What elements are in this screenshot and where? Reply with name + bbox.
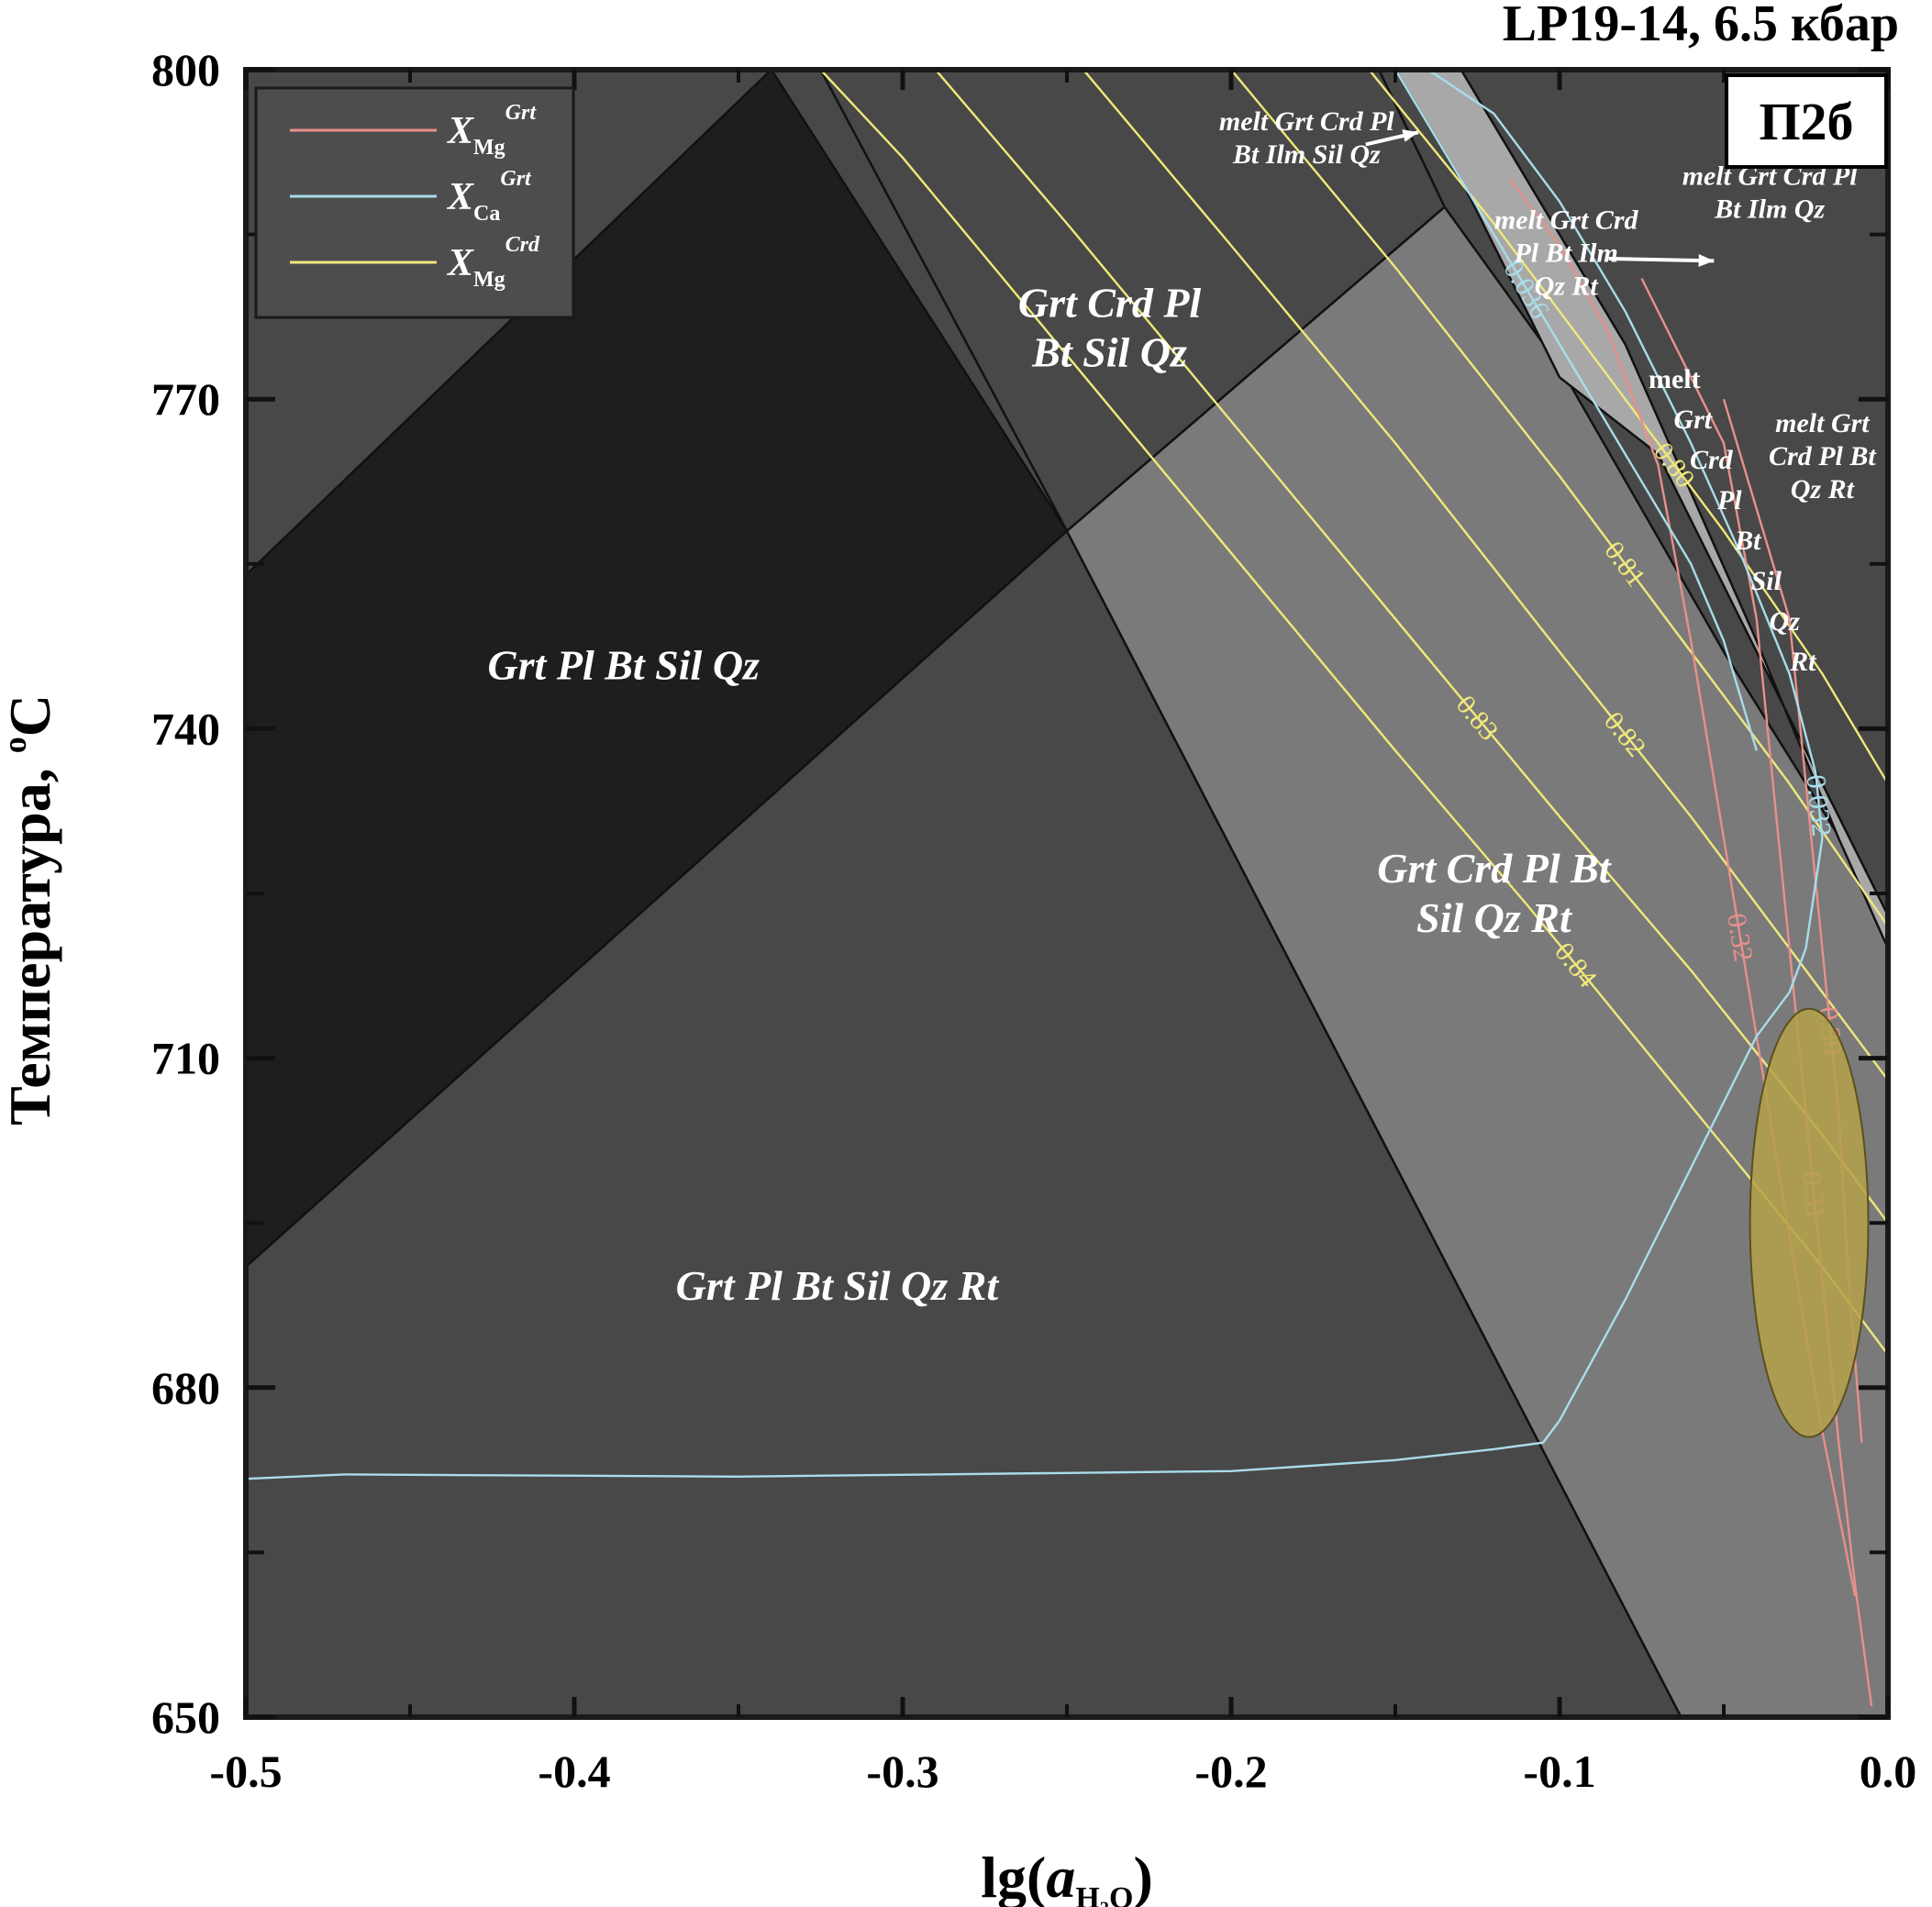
x-tick-label: -0.2 xyxy=(1194,1746,1267,1797)
field-label-word: Sil xyxy=(1751,566,1782,596)
arrow-melt-ilm-sil-head xyxy=(1402,129,1419,142)
field-label-line: Grt Pl Bt Sil Qz Rt xyxy=(676,1262,1000,1309)
field-label-word: Qz xyxy=(1770,606,1801,637)
isopleths: 0.840.830.820.810.800.320.310.300.0360.0… xyxy=(246,70,1888,1707)
plot-area: 0.840.830.820.810.800.320.310.300.0360.0… xyxy=(246,70,1888,1717)
x-tick-label: -0.1 xyxy=(1523,1746,1595,1797)
arrow-melt-ilm-rt-head xyxy=(1698,253,1715,267)
field-label-word: Pl xyxy=(1716,485,1742,516)
y-axis-label: Температура, oC xyxy=(0,694,62,1125)
field-label-word: Grt xyxy=(1673,405,1713,435)
field-label-line: melt Grt Crd Pl xyxy=(1219,106,1395,137)
y-tick-label: 710 xyxy=(151,1033,220,1084)
y-tick-label: 770 xyxy=(151,373,220,425)
isopleth-x-ca-grt-0-036 xyxy=(1393,70,1758,751)
field-label-line: Bt Ilm Sil Qz xyxy=(1232,139,1381,170)
axis-tick-labels: -0.5 -0.4 -0.3 -0.2 -0.1 0.0 650 680 710 740 770 80… xyxy=(151,44,1916,1797)
field-label-word: Crd xyxy=(1690,445,1734,475)
isopleth-label: 0.032 xyxy=(1801,773,1838,837)
panel-label-box: П2б xyxy=(1725,73,1888,169)
field-label-line: Qz Rt xyxy=(1535,272,1600,302)
arrow-melt-ilm-rt xyxy=(1608,256,1715,263)
legend-label-mg-crd: XMgCrd xyxy=(446,233,540,292)
field-label-line: Crd Pl Bt xyxy=(1769,441,1877,471)
isopleth-x-ca-grt-0-032 xyxy=(246,70,1824,1480)
y-tick-label: 650 xyxy=(151,1691,220,1743)
legend-label-ca-grt: XCaGrt xyxy=(446,167,532,226)
label-arrows xyxy=(1365,129,1715,267)
y-tick-label: 800 xyxy=(151,44,220,95)
x-axis-label: lg(aH₂O) xyxy=(981,1845,1153,1907)
field-label-line: melt Grt xyxy=(1775,408,1871,438)
chart-title: LP19-14, 6.5 кбар xyxy=(1503,0,1899,52)
legend-box xyxy=(254,86,575,319)
y-tick-label: 680 xyxy=(151,1362,220,1414)
panel-label: П2б xyxy=(1759,92,1853,151)
legend-entries: XMgGrt XCaGrt XMgCrd xyxy=(290,101,540,292)
legend: XMgGrt XCaGrt XMgCrd xyxy=(254,86,575,319)
field-label-word: Rt xyxy=(1789,647,1817,677)
x-tick-label: 0.0 xyxy=(1860,1746,1917,1797)
x-tick-label: -0.4 xyxy=(538,1746,610,1797)
field-label-line: Sil Qz Rt xyxy=(1416,894,1572,941)
field-label-line: Bt Ilm Qz xyxy=(1714,194,1825,225)
field-label-line: Pl Bt Ilm xyxy=(1513,238,1617,269)
x-tick-label: -0.3 xyxy=(866,1746,938,1797)
legend-label-mg-grt: XMgGrt xyxy=(446,101,537,160)
x-tick-label: -0.5 xyxy=(209,1746,282,1797)
field-label-line: Grt Pl Bt Sil Qz xyxy=(487,642,760,689)
y-tick-label: 740 xyxy=(151,703,220,754)
phase-field-grt-pl-bt-sil-qz-rt xyxy=(246,528,1682,1717)
pt-estimate-ellipse xyxy=(1749,1007,1870,1438)
field-label-line: Bt Sil Qz xyxy=(1031,328,1187,375)
field-label-word: melt xyxy=(1649,364,1701,394)
field-label-line: melt Grt Crd xyxy=(1494,205,1639,236)
isopleth-x-mg-crd-0-81 xyxy=(1230,70,1888,927)
field-label-line: Qz Rt xyxy=(1791,474,1856,504)
phase-field-melt-grt-crd-pl-bt-sil-qz-rt xyxy=(1393,70,1888,949)
field-label-line: Grt Crd Pl xyxy=(1018,279,1202,326)
field-label-word: Bt xyxy=(1734,526,1762,556)
field-label-line: Grt Crd Pl Bt xyxy=(1377,845,1612,892)
